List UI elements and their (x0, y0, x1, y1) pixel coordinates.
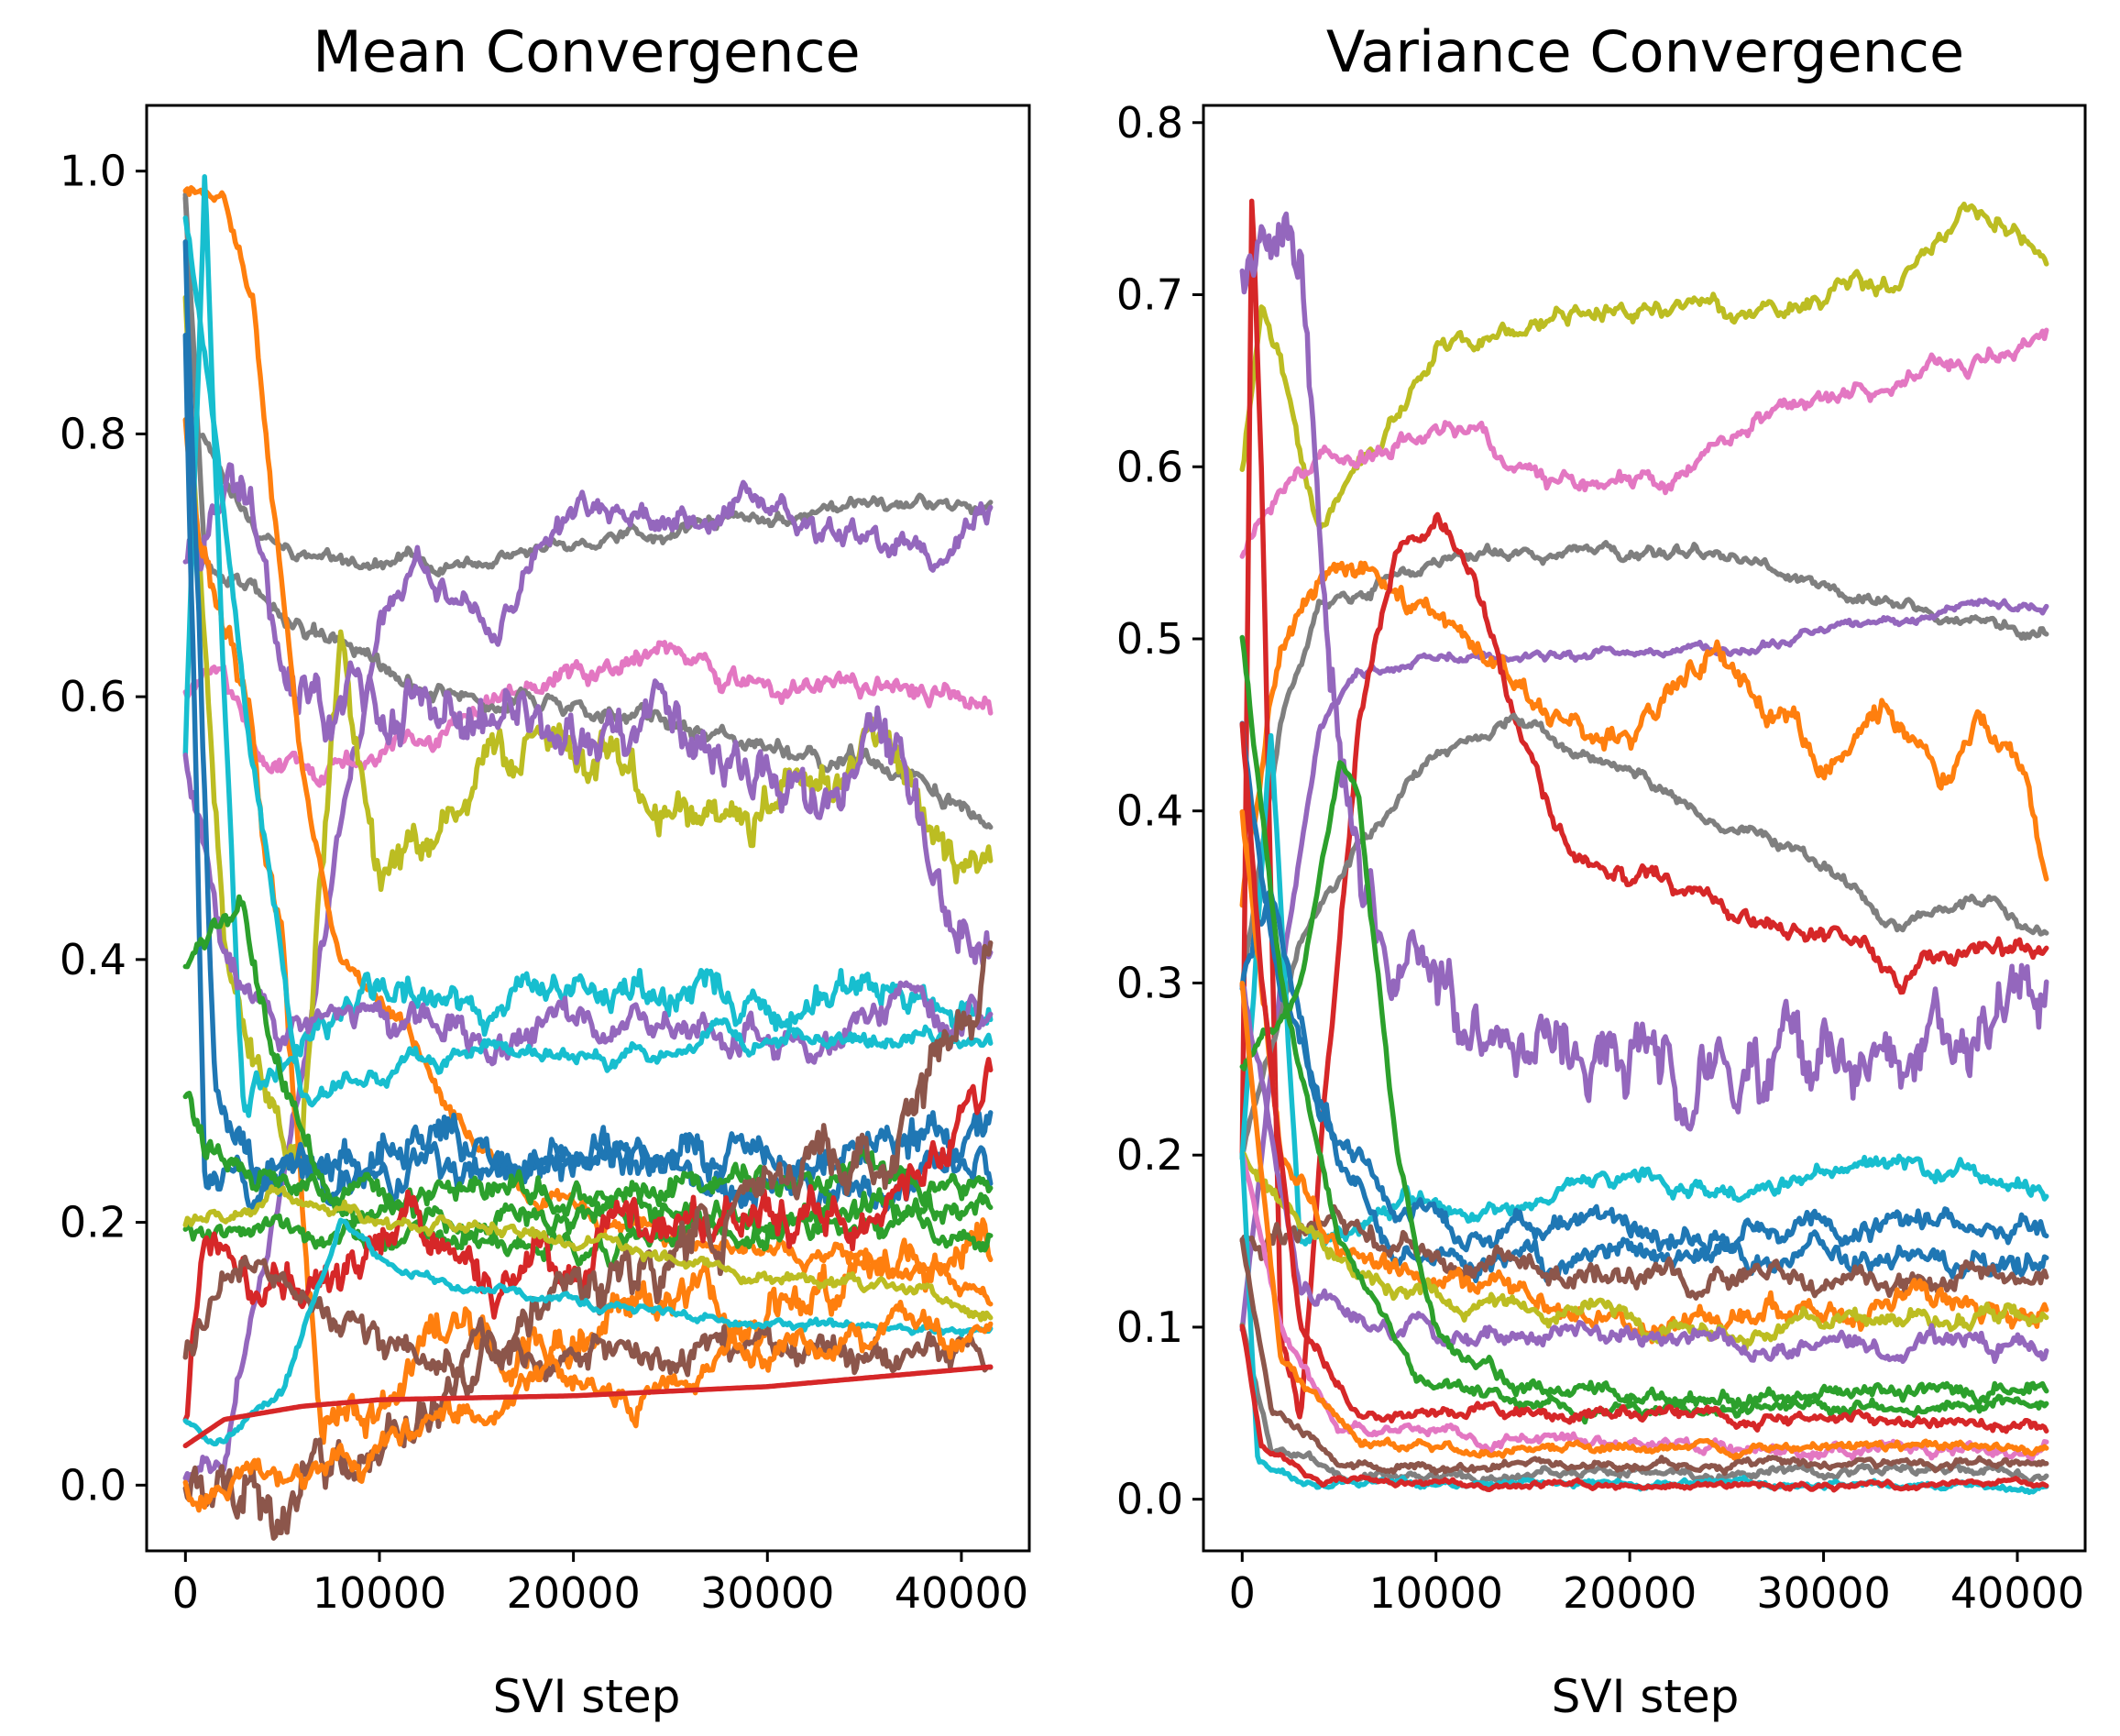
x-tick-label: 20000 (506, 1568, 640, 1618)
series-line-gray-var-3 (1239, 1322, 2049, 1487)
series-line-red-var-3 (1239, 1324, 2049, 1493)
series-line-red-var (1239, 198, 2049, 1420)
y-tick-label: 0.4 (1116, 786, 1183, 836)
series-line-cyan-2 (182, 215, 994, 1108)
x-axis-label: SVI step (1552, 1670, 1740, 1723)
x-tick-label: 10000 (1369, 1568, 1503, 1618)
series-line-purple-upper (182, 479, 994, 1484)
x-tick-label: 30000 (700, 1568, 834, 1618)
chart-title: Variance Convergence (1326, 18, 1964, 85)
x-axis-ticks: 0 10000 20000 30000 40000 (172, 1551, 1028, 1618)
series-line-red-var-2 (1239, 721, 2049, 1434)
variance-convergence-panel: Variance Convergence 0 10000 20000 30000 400… (1116, 18, 2087, 1723)
series-line-pink (182, 640, 994, 788)
series-line-brown-var (1239, 1203, 2049, 1301)
y-tick-label: 0.0 (1116, 1475, 1183, 1524)
y-tick-label: 0.2 (1116, 1130, 1183, 1180)
y-tick-label: 0.8 (60, 409, 126, 458)
series-line-blue-var-2 (1239, 720, 2049, 1284)
series-line-orange-var (1239, 560, 2049, 908)
y-tick-label: 0.4 (60, 935, 126, 984)
series-line-brown-2 (182, 1254, 994, 1383)
series-line-green-2 (182, 894, 994, 1246)
series-line-green-var (1239, 760, 2049, 1411)
y-tick-label: 1.0 (60, 147, 126, 196)
series-line-purple-mid (182, 753, 994, 1067)
series-line-brown (182, 939, 994, 1541)
series-line-gray-low (1239, 712, 2049, 1159)
y-tick-label: 0.6 (1116, 442, 1183, 491)
series-line-purple-lower (182, 462, 994, 967)
plot-frame (145, 104, 1031, 1553)
x-tick-label: 40000 (895, 1568, 1028, 1618)
plot-frame (1202, 104, 2087, 1553)
x-tick-label: 40000 (1950, 1568, 2084, 1618)
x-tick-label: 0 (172, 1568, 199, 1618)
series-line-cyan-top (182, 173, 994, 1118)
series-line-purple-var-2 (1239, 983, 2049, 1365)
y-tick-label: 0.0 (60, 1460, 126, 1510)
y-tick-label: 0.6 (60, 672, 126, 721)
variance-series-lines (1239, 198, 2049, 1496)
mean-series-lines (182, 173, 994, 1541)
y-tick-label: 0.8 (1116, 98, 1183, 148)
x-tick-label: 0 (1229, 1568, 1256, 1618)
series-line-orange-low (182, 1299, 994, 1513)
series-line-olive-low (182, 1184, 994, 1323)
chart-title: Mean Convergence (313, 18, 860, 85)
y-tick-label: 0.7 (1116, 270, 1183, 320)
series-line-gray-top (1239, 540, 2049, 989)
y-axis-ticks: 0.0 0.2 0.4 0.6 0.8 1.0 (60, 147, 147, 1510)
series-line-brown-var-3 (1239, 1236, 2049, 1477)
y-tick-label: 0.3 (1116, 958, 1183, 1007)
y-tick-label: 0.2 (60, 1198, 126, 1247)
x-tick-label: 20000 (1563, 1568, 1697, 1618)
series-line-pink-top (1239, 327, 2049, 559)
x-axis-ticks: 0 10000 20000 30000 40000 (1229, 1551, 2084, 1618)
series-line-purple-top (1239, 597, 2049, 1333)
series-line-red-low (182, 1364, 994, 1449)
series-line-orange-var-3 (1239, 980, 2049, 1461)
y-tick-label: 0.5 (1116, 614, 1183, 664)
x-tick-label: 30000 (1756, 1568, 1890, 1618)
series-line-gray-upper (182, 195, 994, 577)
series-line-blue-var-1 (1239, 889, 2049, 1256)
y-axis-ticks: 0.0 0.1 0.2 0.3 0.4 0.5 0.6 0.7 0.8 (1116, 98, 1203, 1524)
y-tick-label: 0.1 (1116, 1302, 1183, 1352)
x-tick-label: 10000 (313, 1568, 446, 1618)
series-line-green-var-2 (1239, 634, 2049, 1425)
x-axis-label: SVI step (493, 1670, 681, 1723)
series-line-orange-2 (182, 417, 994, 1445)
mean-convergence-panel: Mean Convergence 0 10000 20000 30000 40000 0… (60, 18, 1031, 1723)
